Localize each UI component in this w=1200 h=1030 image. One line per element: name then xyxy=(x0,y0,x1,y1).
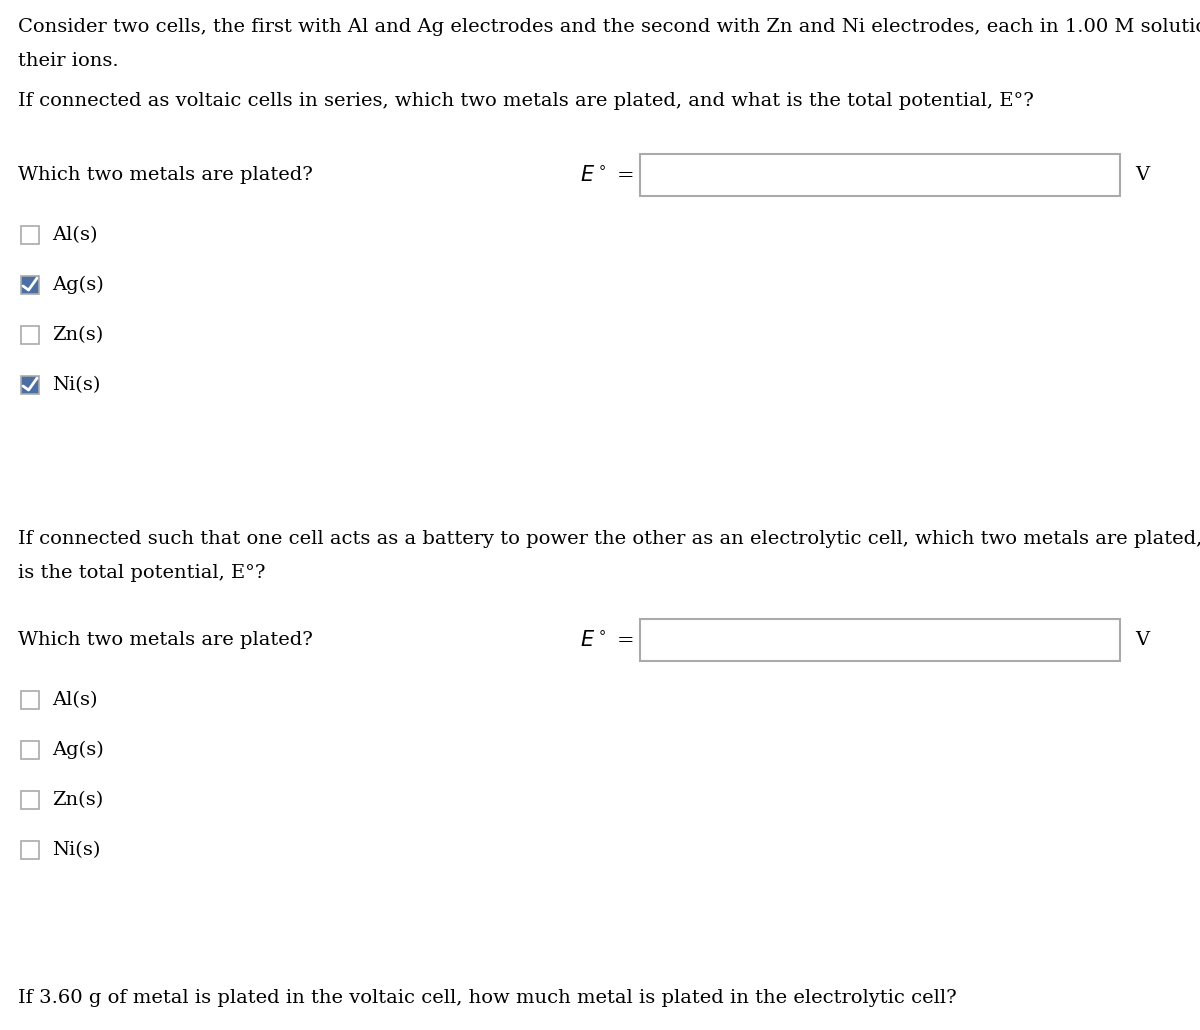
Text: Al(s): Al(s) xyxy=(52,691,97,709)
Text: Zn(s): Zn(s) xyxy=(52,791,103,809)
FancyBboxPatch shape xyxy=(22,327,38,344)
FancyBboxPatch shape xyxy=(22,842,38,859)
FancyBboxPatch shape xyxy=(22,226,38,244)
Text: V: V xyxy=(1135,631,1150,649)
FancyBboxPatch shape xyxy=(640,619,1120,661)
Text: their ions.: their ions. xyxy=(18,52,119,70)
Text: Which two metals are plated?: Which two metals are plated? xyxy=(18,166,313,184)
Text: Zn(s): Zn(s) xyxy=(52,327,103,344)
Text: If connected as voltaic cells in series, which two metals are plated, and what i: If connected as voltaic cells in series,… xyxy=(18,92,1034,110)
Text: If connected such that one cell acts as a battery to power the other as an elect: If connected such that one cell acts as … xyxy=(18,530,1200,548)
Text: Consider two cells, the first with Al and Ag electrodes and the second with Zn a: Consider two cells, the first with Al an… xyxy=(18,18,1200,36)
FancyBboxPatch shape xyxy=(22,791,38,809)
Text: Al(s): Al(s) xyxy=(52,226,97,244)
Text: Which two metals are plated?: Which two metals are plated? xyxy=(18,631,313,649)
Text: Ag(s): Ag(s) xyxy=(52,276,103,295)
Text: $E^\circ$ =: $E^\circ$ = xyxy=(580,630,634,650)
FancyBboxPatch shape xyxy=(640,154,1120,196)
Text: V: V xyxy=(1135,166,1150,184)
Text: Ag(s): Ag(s) xyxy=(52,741,103,759)
FancyBboxPatch shape xyxy=(22,276,38,294)
FancyBboxPatch shape xyxy=(22,691,38,709)
FancyBboxPatch shape xyxy=(22,376,38,394)
Text: $E^\circ$ =: $E^\circ$ = xyxy=(580,165,634,185)
Text: is the total potential, E°?: is the total potential, E°? xyxy=(18,564,265,582)
FancyBboxPatch shape xyxy=(22,741,38,759)
Text: Ni(s): Ni(s) xyxy=(52,842,101,859)
Text: Ni(s): Ni(s) xyxy=(52,376,101,394)
Text: If 3.60 g of metal is plated in the voltaic cell, how much metal is plated in th: If 3.60 g of metal is plated in the volt… xyxy=(18,989,956,1007)
